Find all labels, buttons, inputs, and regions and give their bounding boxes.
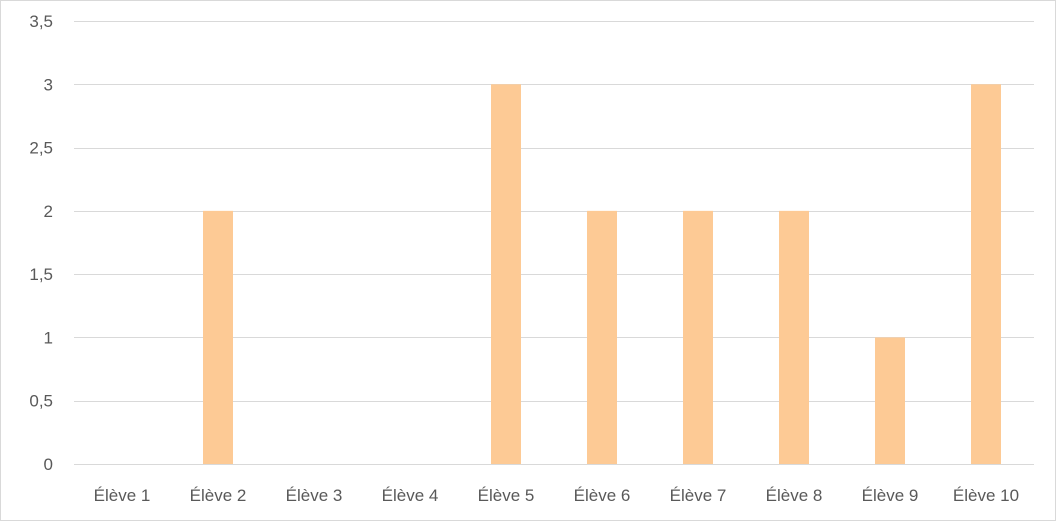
y-tick-label: 1 xyxy=(44,328,53,347)
bar xyxy=(491,84,521,464)
y-tick-label: 1,5 xyxy=(29,265,53,284)
x-tick-label: Élève 2 xyxy=(190,486,247,505)
x-tick-label: Élève 9 xyxy=(862,486,919,505)
y-axis-tick-labels: 0 0,5 1 1,5 2 2,5 3 3,5 xyxy=(29,12,53,474)
y-tick-label: 0,5 xyxy=(29,392,53,411)
bar xyxy=(683,211,713,464)
x-axis-tick-labels: Élève 1 Élève 2 Élève 3 Élève 4 Élève 5 Élève… xyxy=(94,486,1019,505)
bar xyxy=(971,84,1001,464)
x-tick-label: Élève 4 xyxy=(382,486,439,505)
bar xyxy=(875,337,905,464)
x-tick-label: Élève 7 xyxy=(670,486,727,505)
y-tick-label: 3 xyxy=(44,75,53,94)
y-tick-label: 2 xyxy=(44,202,53,221)
y-tick-label: 0 xyxy=(44,455,53,474)
x-tick-label: Élève 1 xyxy=(94,486,151,505)
y-tick-label: 2,5 xyxy=(29,139,53,158)
bar xyxy=(779,211,809,464)
x-tick-label: Élève 5 xyxy=(478,486,535,505)
x-tick-label: Élève 3 xyxy=(286,486,343,505)
bar xyxy=(203,211,233,464)
bar xyxy=(587,211,617,464)
x-tick-label: Élève 6 xyxy=(574,486,631,505)
x-tick-label: Élève 10 xyxy=(953,486,1019,505)
x-tick-label: Élève 8 xyxy=(766,486,823,505)
y-tick-label: 3,5 xyxy=(29,12,53,31)
